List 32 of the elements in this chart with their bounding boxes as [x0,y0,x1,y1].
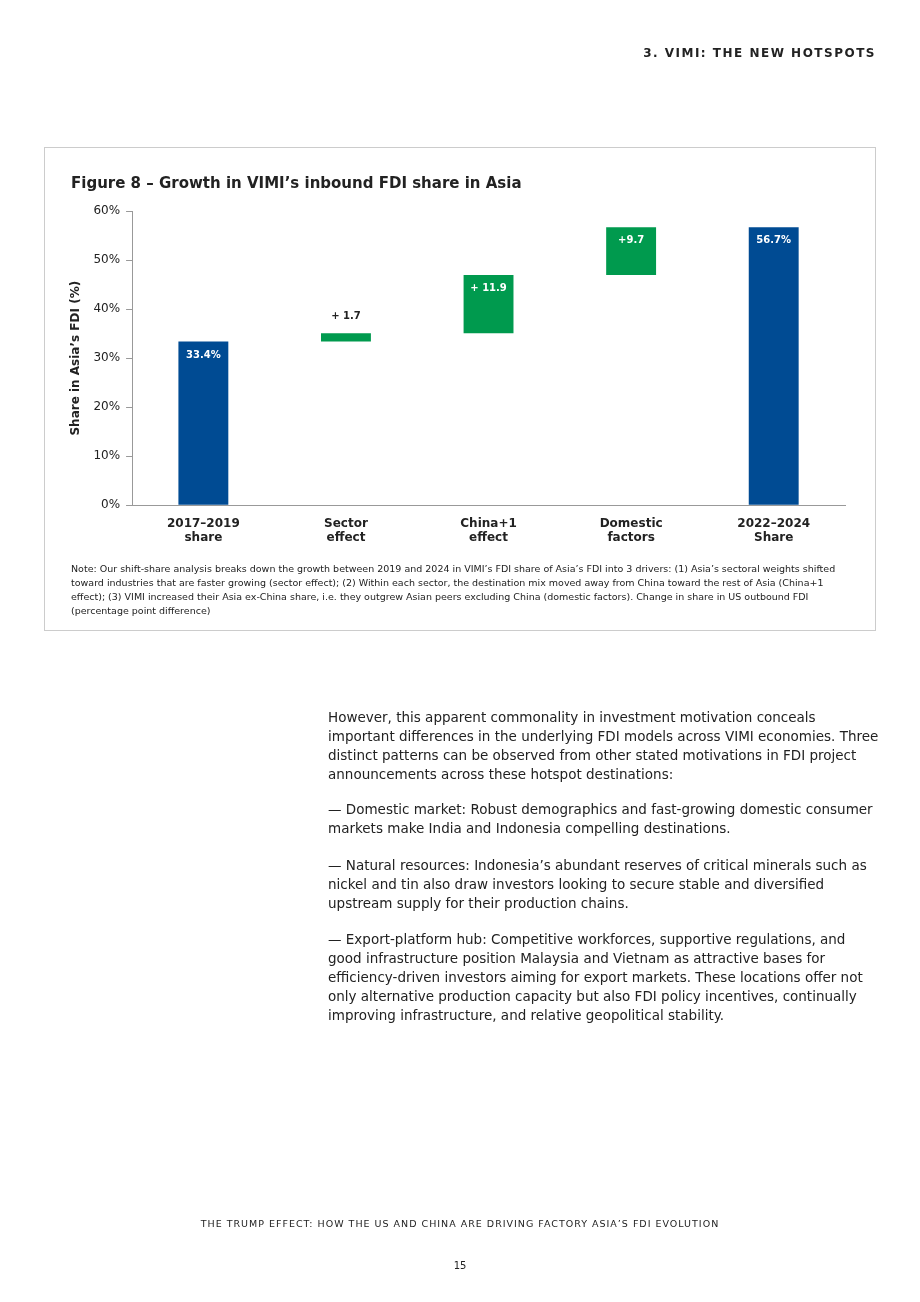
data-label: 56.7% [756,234,792,246]
text: Note: Our shift-share analysis breaks down the growth between 2019 and 2024 in VIMI’s FDI share of Asia’s FDI into 3 drivers: (1) Asia’s sectoral weights shifted toward industries that are faster growing (sector effect); (2) Within each sector, the destination mix moved away from China toward the rest of Asia (China+1 effect); (3) VIMI increased their Asia ex-China share, i.e. they outgrew Asian peers excluding China (domestic factors). Change in share in US outbound FDI (percentage point difference) [71,562,837,618]
x-tick-label: 2017–2019 share [166,515,240,544]
bar [463,274,514,334]
x-tick-label: Sector effect [324,515,368,544]
text: — Natural resources: Indonesia’s abundant reserves of critical minerals such as nickel and tin also draw investors looking to secure stable and diversified upstream supply for their production chains. [328,856,868,913]
y-tick-label: 10% [93,448,121,463]
data-label: + 11.9 [470,281,507,293]
chart-title: Figure 8 – Growth in VIMI’s inbound FDI share in Asia [71,174,523,192]
bar [606,227,657,275]
x-tick-label: Domestic factors [599,515,663,544]
x-tick-label: 2022–2024 Share [737,515,811,544]
bar [178,341,229,505]
y-tick-label: 60% [93,203,121,218]
data-label: +9.7 [618,234,645,246]
y-tick-label: 20% [93,399,121,414]
data-label: 33.4% [186,348,221,360]
text: 15 [452,1260,468,1271]
text: — Domestic market: Robust demographics and fast-growing domestic consumer markets make India and Indonesia compelling destinations. [328,800,874,838]
y-tick-label: 0% [101,497,121,512]
text: — Export-platform hub: Competitive workforces, supportive regulations, and good infrastructure position Malaysia and Vietnam as attractive bases for efficiency-driven investors aiming for export markets. These locations offer not only alternative production capacity but also FDI policy incentives, continually improving infrastructure, and relative geopolitical stability. [328,930,864,1025]
y-tick-label: 30% [93,350,121,365]
x-tick-label: China+1 effect [460,515,517,544]
y-tick-label: 40% [93,301,121,316]
bar [748,227,799,505]
y-tick-label: 50% [93,252,121,267]
text: 3. VIMI: THE NEW HOTSPOTS [643,46,876,60]
bar [321,333,371,342]
text: THE TRUMP EFFECT: HOW THE US AND CHINA ARE DRIVING FACTORY ASIA’S FDI EVOLUTION [199,1218,721,1229]
data-label: + 1.7 [331,310,361,322]
y-axis-title: Share in Asia’s FDI (%) [68,280,83,436]
text: However, this apparent commonality in investment motivation conceals important differences in the underlying FDI models across VIMI economies. Three distinct patterns can be observed from other stated motivations in FDI project announcements across these hotspot destinations: [328,708,880,784]
